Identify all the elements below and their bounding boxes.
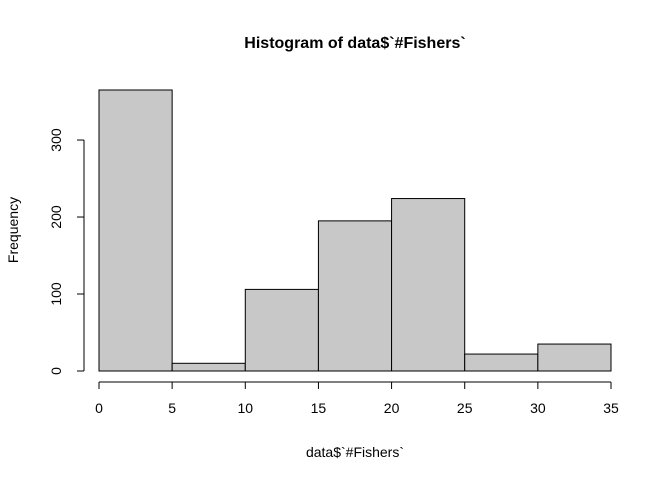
y-axis-label: Frequency [5,197,21,263]
histogram-bar [317,220,393,372]
x-tick-label: 10 [237,400,253,416]
y-tick-label: 0 [48,367,64,375]
y-tick-label: 300 [48,128,64,152]
y-axis: 0 100 200 300 [48,128,85,375]
x-tick-label: 15 [311,400,327,416]
y-tick-label: 200 [48,205,64,229]
chart-title: Histogram of data$`#Fishers` [244,35,465,52]
histogram-bar [464,353,539,372]
x-tick-label: 25 [457,400,473,416]
x-tick-label: 20 [384,400,400,416]
histogram-bar [171,362,246,372]
histogram-bar [244,288,319,372]
histogram-bar [391,198,466,372]
histogram-bar [537,343,612,372]
x-tick-label: 35 [603,400,619,416]
x-tick-label: 30 [530,400,546,416]
y-tick-label: 100 [48,282,64,306]
x-tick-label: 5 [168,400,176,416]
x-axis: 0 5 10 15 20 25 30 35 [95,381,619,416]
histogram-bars [98,89,612,372]
x-axis-label: data$`#Fishers` [306,444,404,460]
histogram-bar [98,89,173,372]
x-tick-label: 0 [95,400,103,416]
